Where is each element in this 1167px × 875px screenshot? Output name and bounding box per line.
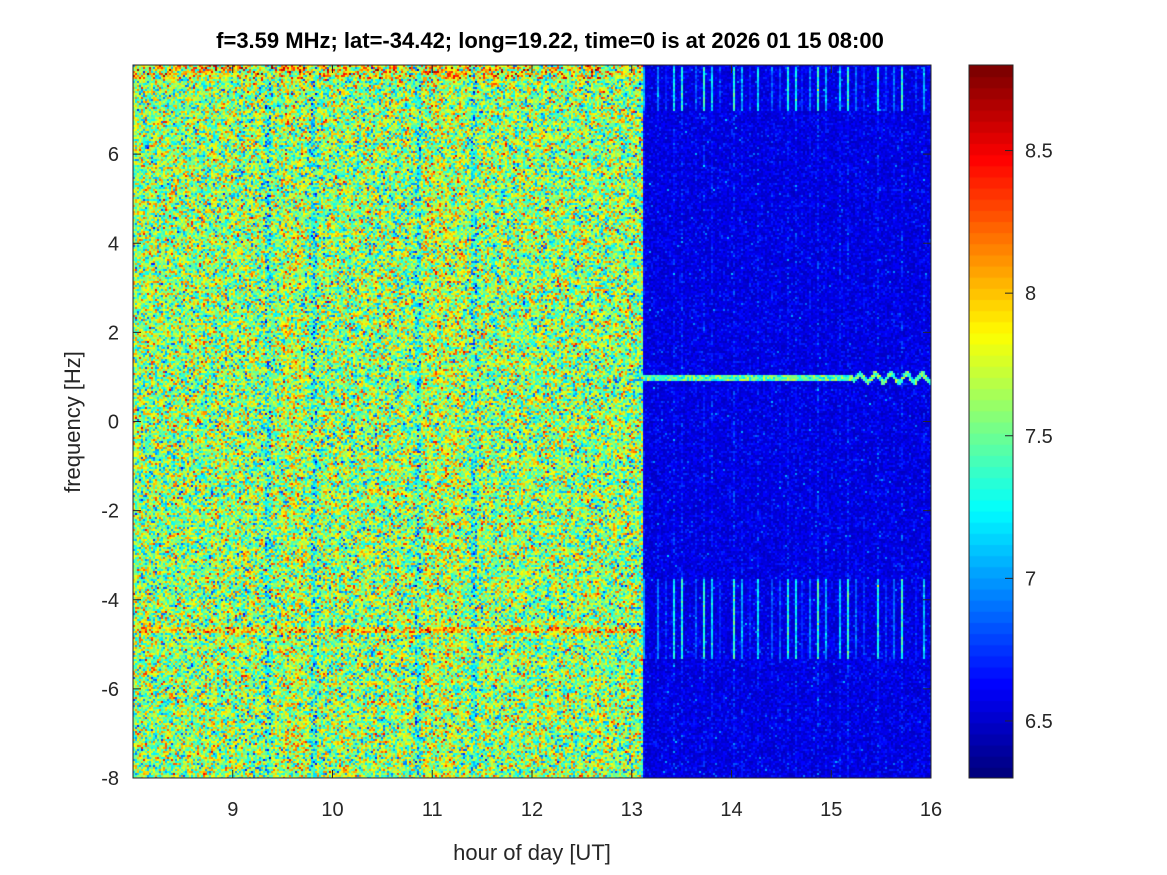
x-axis-label: hour of day [UT] bbox=[453, 840, 611, 865]
x-tick-label: 9 bbox=[227, 799, 238, 821]
plot-frame bbox=[132, 64, 932, 779]
x-tick-label: 13 bbox=[621, 799, 643, 821]
spectrogram-heatmap bbox=[133, 65, 931, 778]
x-tick-label: 11 bbox=[422, 799, 443, 821]
y-tick-label: 0 bbox=[108, 412, 119, 434]
x-tick-label: 16 bbox=[920, 799, 942, 821]
y-tick-label: -8 bbox=[101, 768, 119, 790]
y-tick-label: 2 bbox=[108, 322, 119, 344]
y-tick-label: 4 bbox=[108, 233, 119, 255]
y-tick-label: -2 bbox=[101, 501, 119, 523]
y-tick-label: 6 bbox=[108, 144, 119, 166]
x-tick-label: 12 bbox=[521, 799, 543, 821]
y-tick-label: -4 bbox=[101, 590, 119, 612]
chart-title: f=3.59 MHz; lat=-34.42; long=19.22, time… bbox=[216, 28, 884, 53]
y-tick-label: -6 bbox=[101, 679, 119, 701]
x-tick-label: 15 bbox=[820, 799, 842, 821]
colorbar-frame bbox=[968, 64, 1014, 779]
colorbar-tick-label: 8.5 bbox=[1025, 141, 1053, 163]
colorbar-tick-label: 7 bbox=[1025, 568, 1036, 590]
colorbar-tick-label: 7.5 bbox=[1025, 426, 1053, 448]
x-tick-label: 10 bbox=[321, 799, 343, 821]
colorbar bbox=[969, 65, 1013, 778]
y-axis-label: frequency [Hz] bbox=[60, 351, 85, 493]
x-tick-label: 14 bbox=[720, 799, 742, 821]
colorbar-tick-label: 8 bbox=[1025, 283, 1036, 305]
colorbar-tick-label: 6.5 bbox=[1025, 711, 1053, 733]
